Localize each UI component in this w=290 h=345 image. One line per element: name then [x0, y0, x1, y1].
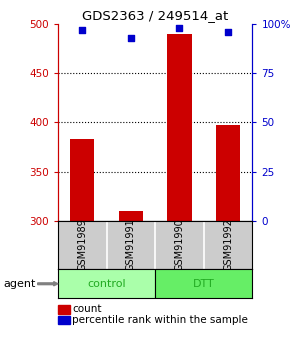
Text: DTT: DTT [193, 279, 215, 289]
Point [226, 29, 230, 35]
Bar [216, 126, 240, 221]
Bar [70, 139, 95, 221]
Bar [119, 211, 143, 221]
Bar [155, 269, 252, 298]
Title: GDS2363 / 249514_at: GDS2363 / 249514_at [82, 9, 228, 22]
Text: GSM91989: GSM91989 [77, 219, 87, 271]
Bar [58, 269, 155, 298]
Text: control: control [87, 279, 126, 289]
Text: agent: agent [3, 279, 35, 289]
Text: GSM91992: GSM91992 [223, 218, 233, 272]
Bar [167, 34, 192, 221]
Text: GSM91991: GSM91991 [126, 219, 136, 271]
Text: GSM91990: GSM91990 [175, 219, 184, 271]
Point [80, 27, 85, 33]
Point [128, 35, 133, 41]
Text: count: count [72, 305, 102, 314]
Point [177, 25, 182, 31]
Text: percentile rank within the sample: percentile rank within the sample [72, 315, 248, 325]
